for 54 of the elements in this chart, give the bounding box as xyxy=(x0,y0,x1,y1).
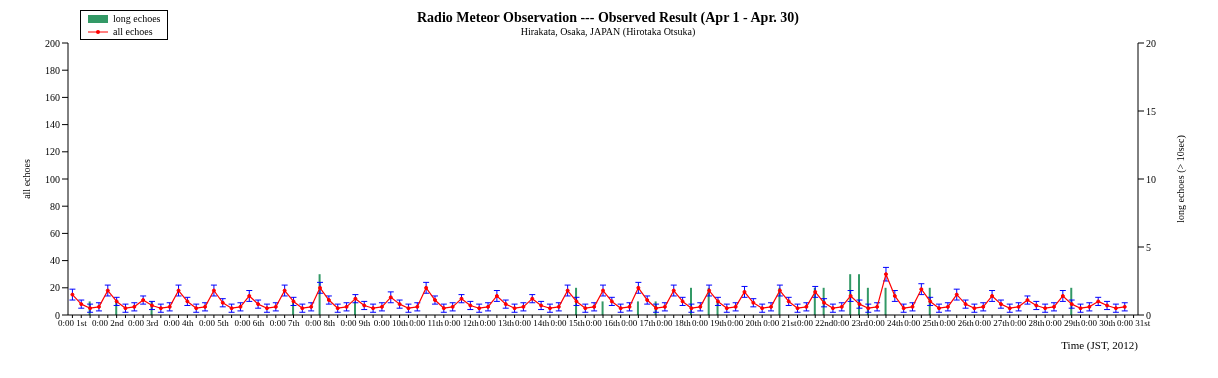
x-tick-label: 0:00 22nd xyxy=(797,318,834,329)
x-tick-label: 0:00 12th xyxy=(444,318,480,329)
x-tick-label: 0:00 25th xyxy=(904,318,939,329)
y2-tick-label: 0 xyxy=(1146,309,1151,321)
y-tick-label: 60 xyxy=(50,227,60,239)
x-tick-label: 0:00 2nd xyxy=(91,318,125,329)
chart-subtitle: Hirakata, Osaka, JAPAN (Hirotaka Otsuka) xyxy=(520,26,696,37)
x-tick-label: 0:00 4th xyxy=(163,318,194,329)
x-tick-label: 0:00 7th xyxy=(269,318,301,329)
x-tick-label: 0:00 27th xyxy=(974,318,1010,329)
x-tick-label: 0:00 20th xyxy=(727,318,763,329)
x-tick-label: 0:00 19th xyxy=(691,318,727,329)
x-tick-label: 0:00 5th xyxy=(199,318,230,329)
y-tick-label: 120 xyxy=(45,146,60,158)
x-tick-label: 0:00 8th xyxy=(305,318,336,329)
x-tick-label: 0:00 30th xyxy=(1081,318,1116,329)
x-tick-label: 0:00 31st xyxy=(1116,318,1151,329)
x-tick-label: 0:00 29th xyxy=(1045,318,1081,329)
x-tick-label: 0:00 26th xyxy=(939,318,975,329)
x-tick-label: 0:00 10th xyxy=(373,318,409,329)
x-tick-label: 0:00 13th xyxy=(479,318,515,329)
chart-title: Radio Meteor Observation --- Observed Result (Apr 1 - Apr. 30) xyxy=(417,10,799,25)
x-tick-label: 0:00 17th xyxy=(621,318,656,329)
y2-axis-title: long echoes (> 10sec) xyxy=(1174,135,1187,223)
y-tick-label: 100 xyxy=(45,173,60,185)
x-tick-label: 0:00 6th xyxy=(234,318,265,329)
x-tick-label: 0:00 23rd xyxy=(833,318,869,329)
y-tick-label: 80 xyxy=(50,200,60,212)
x-tick-label: 0:00 18th xyxy=(656,318,692,329)
y-tick-label: 180 xyxy=(45,64,60,76)
x-tick-label: 0:00 24th xyxy=(868,318,904,329)
y-tick-label: 40 xyxy=(50,255,60,267)
y2-tick-label: 20 xyxy=(1146,37,1156,49)
y-tick-label: 140 xyxy=(45,119,60,131)
x-tick-label: 0:00 11th xyxy=(409,318,444,329)
y-axis-title: all echoes xyxy=(20,159,32,199)
x-tick-label: 0:00 9th xyxy=(340,318,371,329)
y-tick-label: 200 xyxy=(45,37,60,49)
legend-label: long echoes xyxy=(113,13,161,24)
x-tick-label: 0:00 1st xyxy=(58,318,88,329)
x-tick-label: 0:00 14th xyxy=(515,318,550,329)
legend-label: all echoes xyxy=(113,26,153,37)
x-tick-label: 0:00 21st xyxy=(763,318,797,329)
y2-tick-label: 15 xyxy=(1146,105,1156,117)
x-tick-label: 0:00 16th xyxy=(585,318,621,329)
y-tick-label: 0 xyxy=(55,309,60,321)
y-tick-label: 20 xyxy=(50,282,60,294)
x-axis-title: Time (JST, 2012) xyxy=(1061,339,1139,352)
y2-tick-label: 10 xyxy=(1146,173,1156,185)
y-tick-label: 160 xyxy=(45,91,60,103)
x-tick-label: 0:00 28th xyxy=(1010,318,1046,329)
y2-tick-label: 5 xyxy=(1146,241,1151,253)
x-tick-label: 0:00 15th xyxy=(550,318,586,329)
x-tick-label: 0:00 3rd xyxy=(128,318,159,329)
